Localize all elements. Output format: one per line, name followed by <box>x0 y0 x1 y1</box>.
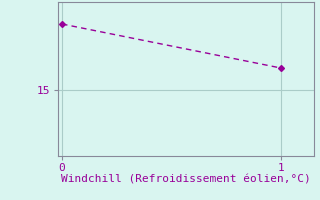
X-axis label: Windchill (Refroidissement éolien,°C): Windchill (Refroidissement éolien,°C) <box>61 174 310 184</box>
